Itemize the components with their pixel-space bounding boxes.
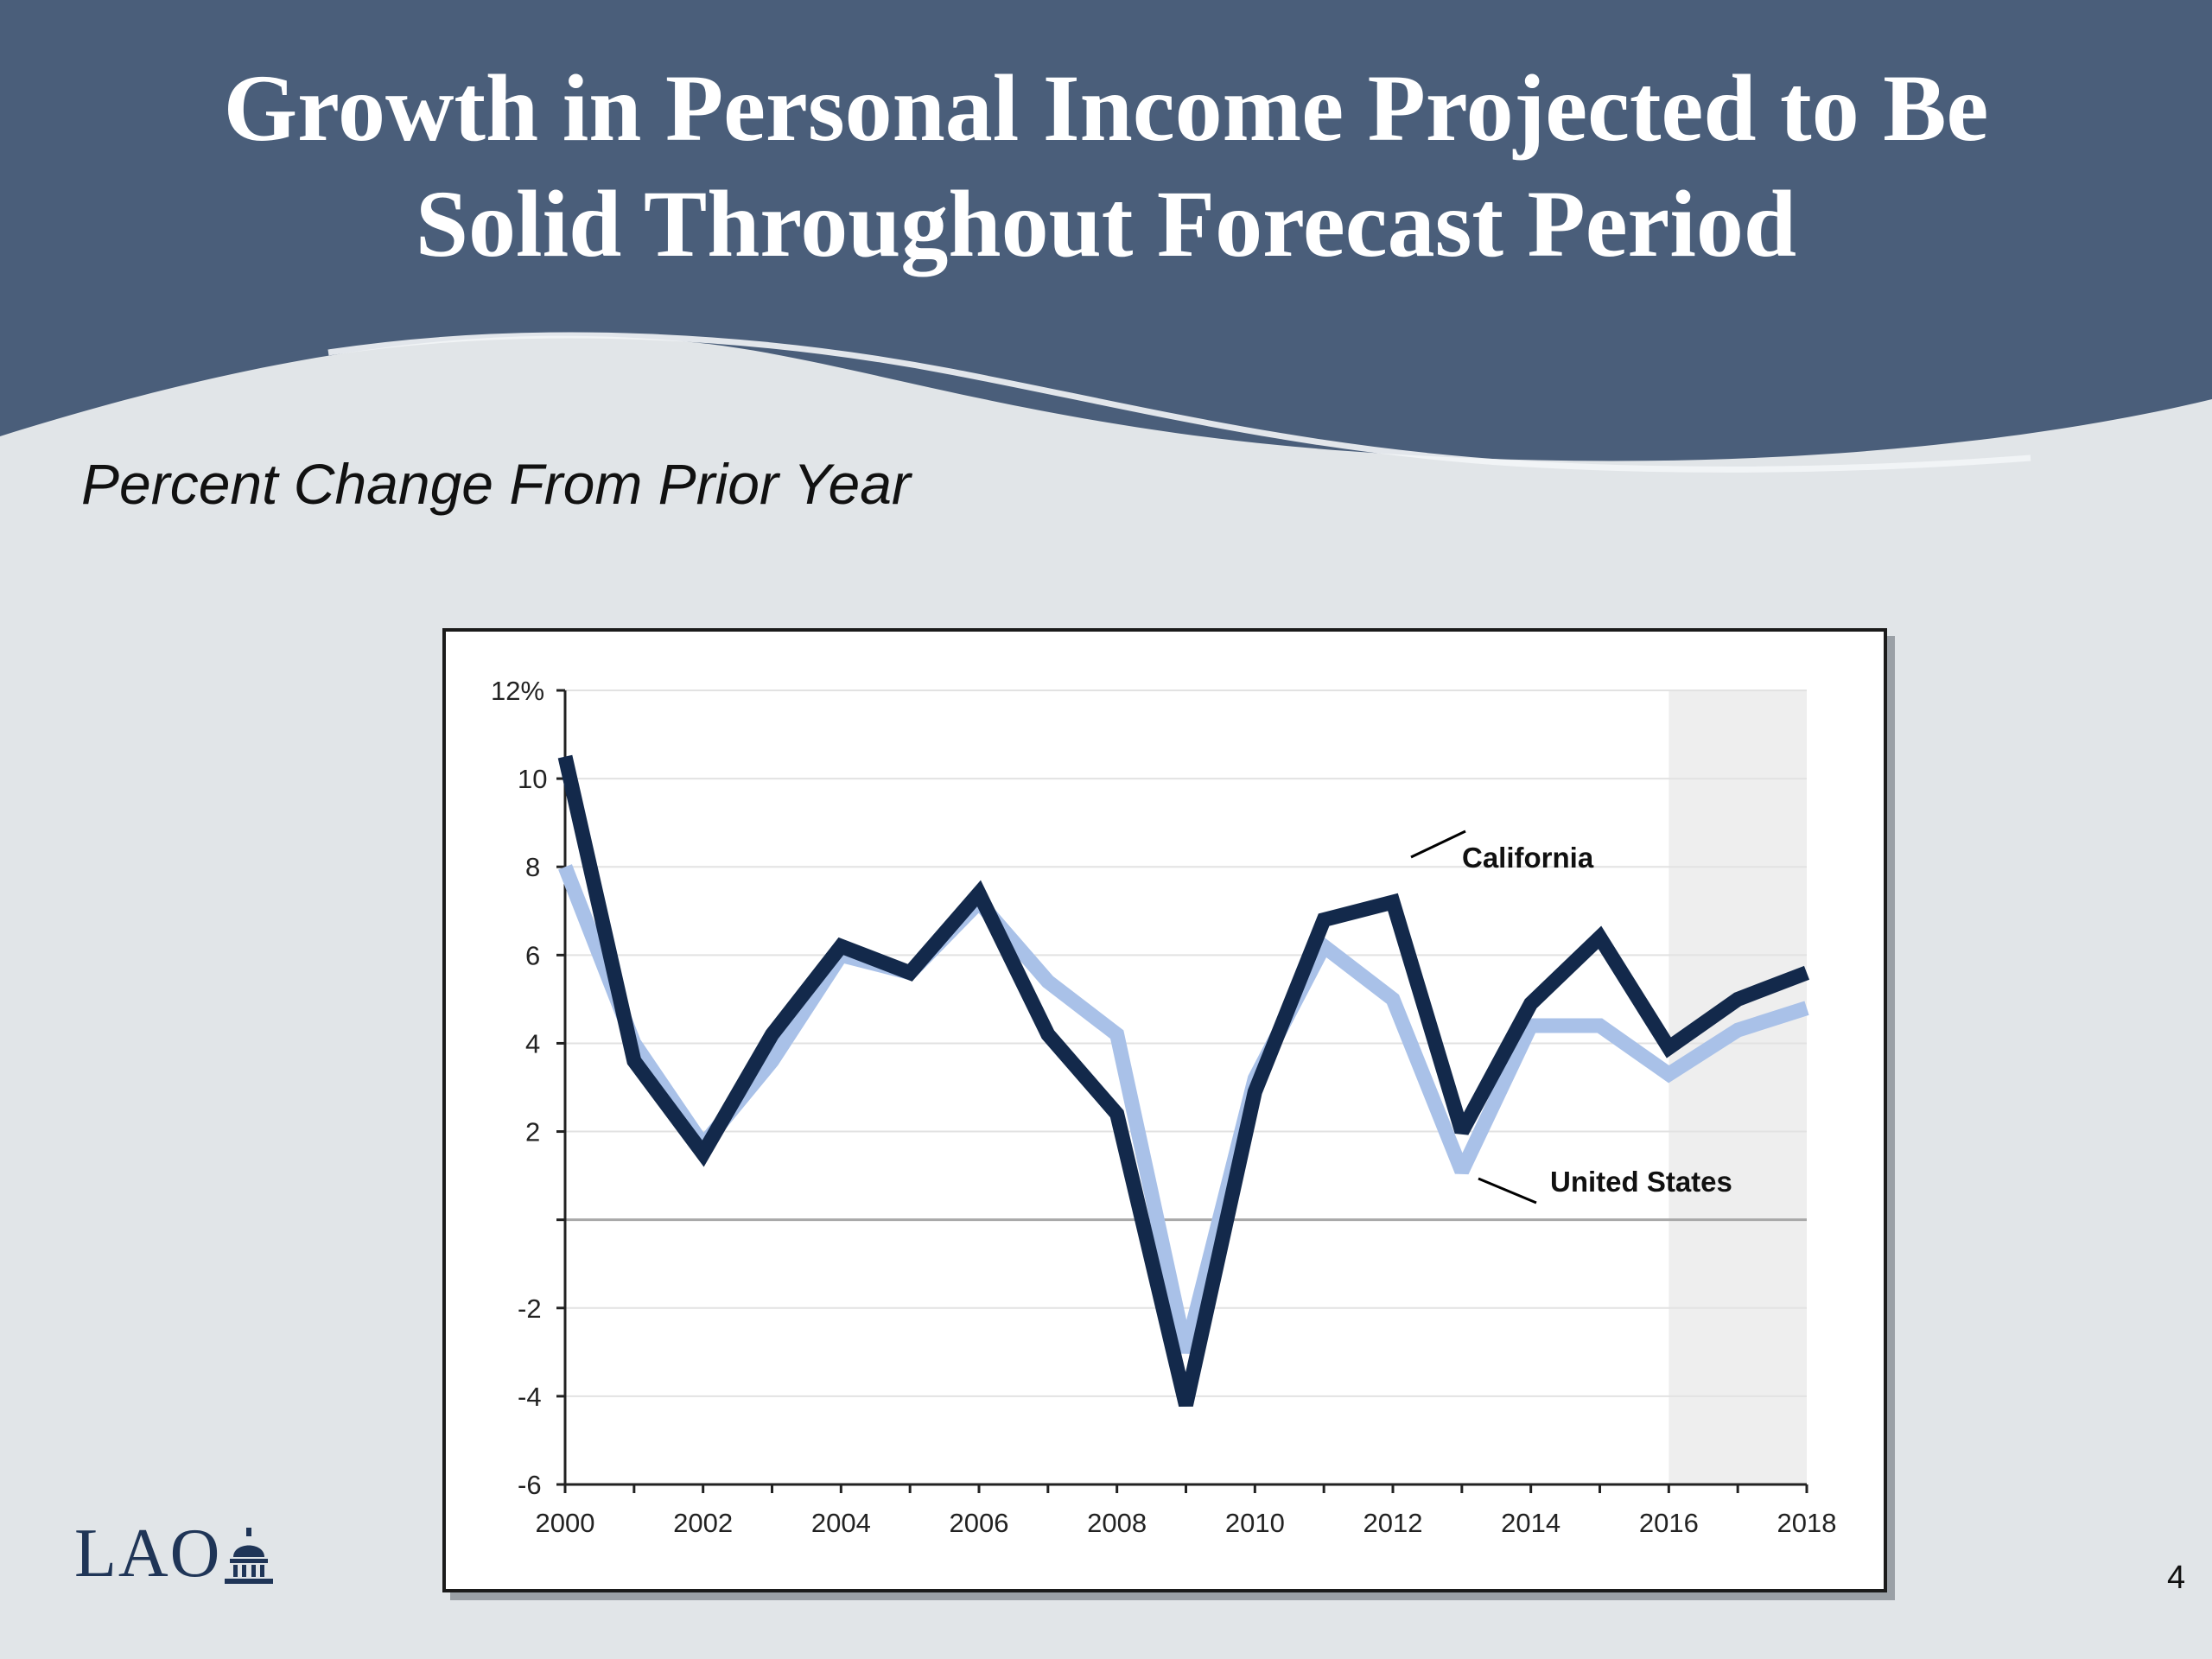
annotation-layer: California United States xyxy=(1410,830,1732,1205)
y-tick-label: 10 xyxy=(518,764,547,794)
x-tick-label: 2018 xyxy=(1777,1508,1837,1538)
y-tick-label: 8 xyxy=(525,852,540,882)
y-tick-label: -2 xyxy=(518,1294,542,1324)
united-states-leader-line xyxy=(1478,1177,1537,1205)
lao-logo: LAO xyxy=(74,1519,276,1588)
california-line xyxy=(557,754,1810,1408)
united-states-label: United States xyxy=(1550,1166,1732,1198)
slide-title-line-1: Growth in Personal Income Projected to B… xyxy=(223,55,1989,161)
forecast-shade-layer xyxy=(1669,690,1807,1484)
y-tick-label: 2 xyxy=(525,1117,540,1147)
chart-subtitle: Percent Change From Prior Year xyxy=(81,452,911,516)
united-states-line xyxy=(558,864,1809,1354)
y-tick-label: 4 xyxy=(525,1028,540,1058)
x-tick-label: 2004 xyxy=(811,1508,871,1538)
x-tick-label: 2010 xyxy=(1225,1508,1285,1538)
chart-frame: 12% 10 8 6 4 2 -2 -4 -6 2000 2002 2004 2006 2008 2010 2… xyxy=(442,628,1887,1592)
series-layer xyxy=(557,754,1810,1408)
y-tick-label: -6 xyxy=(518,1470,542,1500)
y-tick-label: -4 xyxy=(518,1382,542,1412)
axis-layer: 12% 10 8 6 4 2 -2 -4 -6 2000 2002 2004 2006 2008 2010 2… xyxy=(491,676,1836,1538)
x-tick-label: 2006 xyxy=(950,1508,1009,1538)
california-leader-line xyxy=(1410,830,1466,859)
x-tick-label: 2012 xyxy=(1363,1508,1423,1538)
page-number: 4 xyxy=(2167,1560,2186,1596)
y-tick-label: 6 xyxy=(525,940,540,970)
capitol-dome-icon xyxy=(225,1528,274,1584)
slide-title: Growth in Personal Income Projected to B… xyxy=(0,50,2212,282)
logo-text: LAO xyxy=(74,1516,222,1592)
x-tick-label: 2014 xyxy=(1501,1508,1560,1538)
california-label: California xyxy=(1462,842,1594,874)
grid-layer xyxy=(565,690,1807,1397)
income-growth-chart: 12% 10 8 6 4 2 -2 -4 -6 2000 2002 2004 2006 2008 2010 2… xyxy=(491,676,1836,1538)
x-tick-label: 2016 xyxy=(1639,1508,1699,1538)
banner-wave xyxy=(0,0,2212,461)
x-tick-label: 2000 xyxy=(536,1508,595,1538)
forecast-shade xyxy=(1669,690,1807,1484)
x-tick-label: 2002 xyxy=(673,1508,733,1538)
x-tick-label: 2008 xyxy=(1087,1508,1147,1538)
y-tick-label: 12% xyxy=(491,676,544,706)
slide-title-line-2: Solid Throughout Forecast Period xyxy=(415,171,1797,276)
title-banner xyxy=(0,0,2212,473)
banner-highlight xyxy=(327,332,2031,473)
